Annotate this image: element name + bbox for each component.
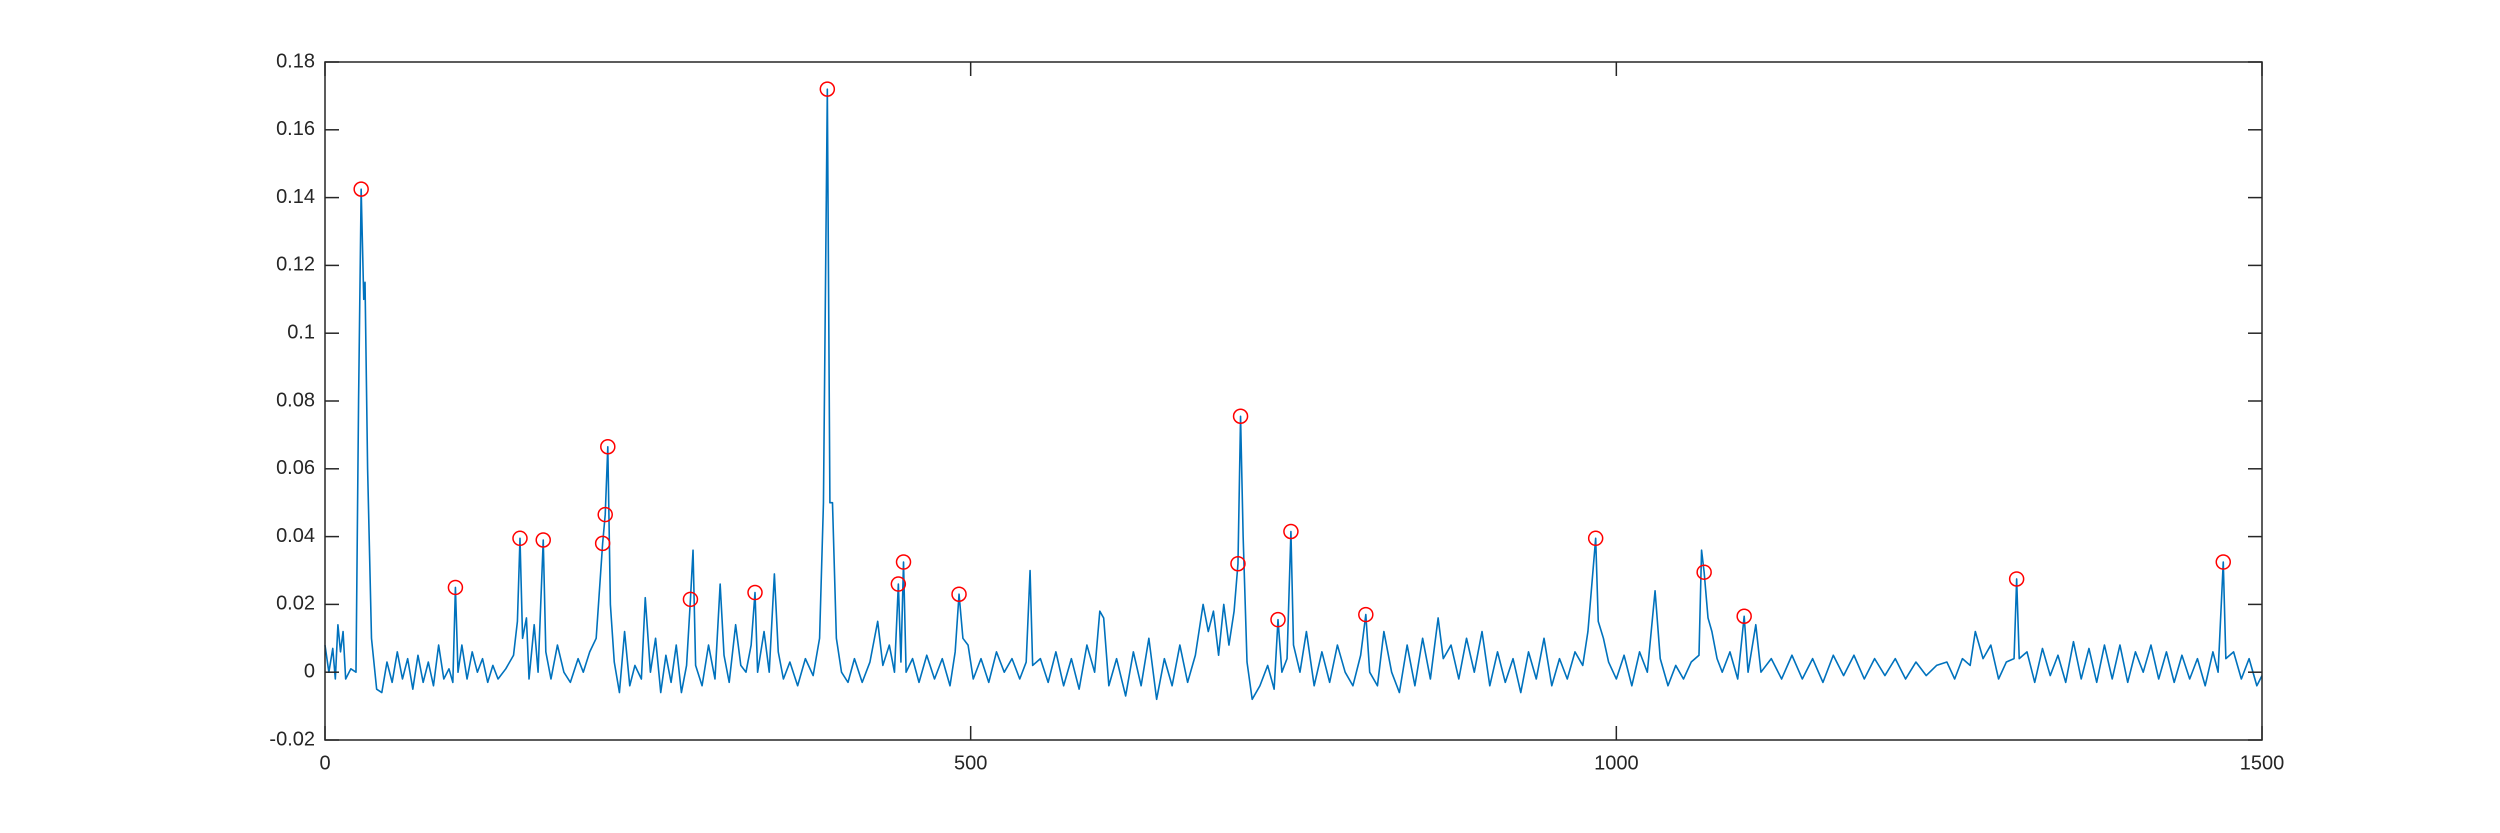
y-tick-label: -0.02 xyxy=(269,728,315,750)
y-tick-label: 0.08 xyxy=(276,389,315,411)
peak-marker xyxy=(1230,555,1246,572)
y-tick-label: 0.02 xyxy=(276,593,315,615)
y-tick-label: 0.14 xyxy=(276,186,315,208)
peak-marker xyxy=(1358,606,1374,623)
peak-marker xyxy=(1696,564,1712,580)
x-tick-label: 1000 xyxy=(1594,752,1639,774)
peak-marker xyxy=(1587,530,1604,547)
y-tick-label: 0.12 xyxy=(276,254,315,276)
peak-marker xyxy=(747,584,763,601)
peak-marker xyxy=(1283,523,1299,540)
peak-marker xyxy=(2215,554,2232,570)
peak-marker xyxy=(353,181,369,197)
peak-marker xyxy=(535,532,551,548)
y-tick-label: 0.06 xyxy=(276,457,315,479)
peak-marker xyxy=(594,535,611,552)
y-tick-label: 0 xyxy=(304,660,315,682)
peak-marker xyxy=(597,506,613,523)
peak-marker xyxy=(447,579,464,596)
peak-marker xyxy=(951,586,967,602)
peak-marker xyxy=(819,81,836,97)
peak-marker xyxy=(600,439,616,455)
y-tick-label: 0.04 xyxy=(276,525,315,547)
x-tick-label: 0 xyxy=(319,752,330,774)
axes-box xyxy=(324,61,2263,741)
y-tick-label: 0.18 xyxy=(276,50,315,72)
peak-marker xyxy=(1270,611,1286,628)
peak-marker xyxy=(512,530,528,547)
y-tick-label: 0.16 xyxy=(276,118,315,140)
data-line xyxy=(324,88,2263,701)
y-tick-label: 0.1 xyxy=(287,321,315,343)
x-tick-label: 500 xyxy=(954,752,987,774)
peak-marker xyxy=(2008,571,2025,587)
x-tick-label: 1500 xyxy=(2240,752,2285,774)
peak-marker xyxy=(1232,408,1249,425)
peak-marker xyxy=(895,554,912,570)
peak-marker xyxy=(890,576,907,592)
peak-marker xyxy=(682,591,699,608)
peak-marker xyxy=(1736,608,1752,625)
